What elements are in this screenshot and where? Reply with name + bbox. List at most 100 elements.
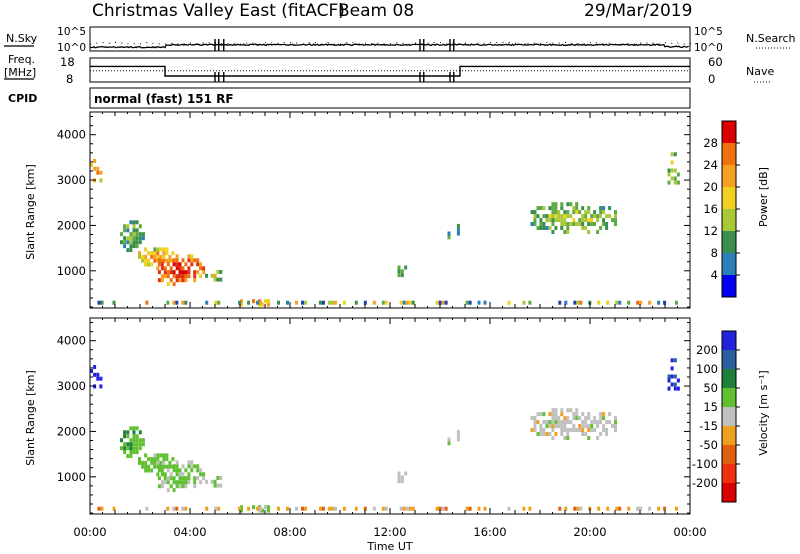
heat-cell [590, 218, 594, 223]
heat-cell [132, 434, 136, 439]
heat-cell [157, 278, 161, 283]
heat-cell [172, 464, 176, 469]
heat-cell [267, 299, 270, 304]
ground-scatter-cell [597, 300, 601, 305]
heat-cell [141, 460, 145, 465]
heat-cell [193, 258, 197, 263]
freq-tick-low: 8 [66, 72, 73, 86]
heat-cell [132, 438, 136, 443]
heat-cell [673, 382, 677, 387]
heat-cell [216, 277, 220, 282]
heat-cell [240, 299, 243, 304]
nsearch-point [165, 43, 166, 45]
velocity-ytick: 3000 [57, 379, 86, 393]
heat-cell [159, 254, 163, 259]
ground-scatter-cell [615, 300, 619, 305]
heat-cell [542, 432, 546, 436]
nsearch-point [327, 42, 329, 44]
heat-cell [178, 468, 182, 473]
xaxis-tick: 00:00 [73, 525, 106, 539]
heat-cell [584, 420, 588, 425]
heat-cell [162, 251, 166, 256]
heat-cell [252, 505, 255, 510]
heat-cell [196, 476, 200, 481]
ground-scatter-cell [100, 506, 104, 511]
heat-cell [169, 270, 173, 275]
heat-cell [587, 428, 591, 432]
heat-cell [135, 232, 139, 237]
heat-cell [181, 472, 185, 477]
heat-cell [533, 424, 537, 429]
heat-cell [153, 258, 157, 263]
nsearch-point [483, 42, 485, 44]
heat-cell [172, 480, 176, 485]
nsearch-point [633, 43, 635, 45]
ground-scatter-cell [97, 300, 101, 305]
heat-cell [614, 428, 617, 432]
heat-cell [163, 274, 167, 279]
heat-cell [169, 484, 173, 489]
power-ytick: 2000 [57, 218, 86, 232]
heat-cell [135, 228, 139, 233]
heat-cell [608, 206, 612, 211]
heat-cell [175, 480, 179, 485]
heat-cell [397, 269, 401, 274]
heat-cell [157, 262, 161, 267]
heat-cell [162, 453, 166, 458]
heat-cell [205, 273, 208, 278]
ground-scatter-cell [627, 506, 631, 511]
nsearch-point [590, 42, 591, 44]
heat-cell [144, 247, 148, 252]
heat-cell [587, 436, 591, 440]
heat-cell [566, 230, 570, 234]
heat-cell [566, 432, 570, 436]
heat-cell [141, 254, 145, 259]
ground-scatter-cell [321, 506, 325, 511]
heat-cell [557, 214, 561, 219]
heat-cell [533, 416, 537, 421]
ground-scatter-cell [321, 300, 325, 305]
ground-scatter-cell [256, 506, 260, 511]
heat-cell [611, 424, 614, 429]
heat-cell [673, 152, 677, 157]
heat-cell [196, 468, 200, 473]
heat-cell [184, 480, 188, 485]
heat-cell [150, 468, 154, 473]
power-colorbar-swatch [722, 143, 736, 166]
heat-cell [96, 170, 100, 175]
heat-cell [456, 223, 460, 228]
heat-cell [181, 464, 185, 469]
heat-cell [563, 428, 567, 432]
heat-cell [261, 508, 264, 513]
nsearch-point [396, 42, 398, 44]
heat-cell [166, 488, 170, 493]
heat-cell [144, 453, 148, 458]
heat-cell [156, 251, 160, 256]
heat-cell [199, 480, 203, 485]
heat-cell [196, 262, 200, 267]
nsearch-point [421, 43, 423, 45]
heat-cell [199, 274, 203, 279]
heat-cell [187, 460, 191, 465]
heat-cell [193, 274, 197, 279]
nave-tick-low: 0 [708, 72, 715, 86]
ground-scatter-cell [528, 506, 532, 511]
ground-scatter-cell [247, 300, 251, 305]
nsearch-point [302, 43, 304, 45]
heat-cell [141, 258, 145, 263]
heat-cell [157, 468, 161, 473]
nsearch-point [271, 42, 273, 44]
nsky-line [89, 43, 689, 49]
heat-cell [213, 479, 217, 484]
heat-cell [165, 464, 169, 469]
heat-cell [560, 432, 564, 436]
heat-cell [126, 228, 130, 233]
velocity-colorbar-tick: -15 [699, 419, 718, 433]
heat-cell [608, 214, 612, 219]
heat-cell [400, 269, 404, 274]
heat-cell [132, 240, 136, 245]
heat-cell [536, 432, 540, 436]
xaxis-label: Time UT [366, 540, 412, 553]
heat-cell [123, 442, 127, 447]
ground-scatter-cell [558, 506, 562, 511]
